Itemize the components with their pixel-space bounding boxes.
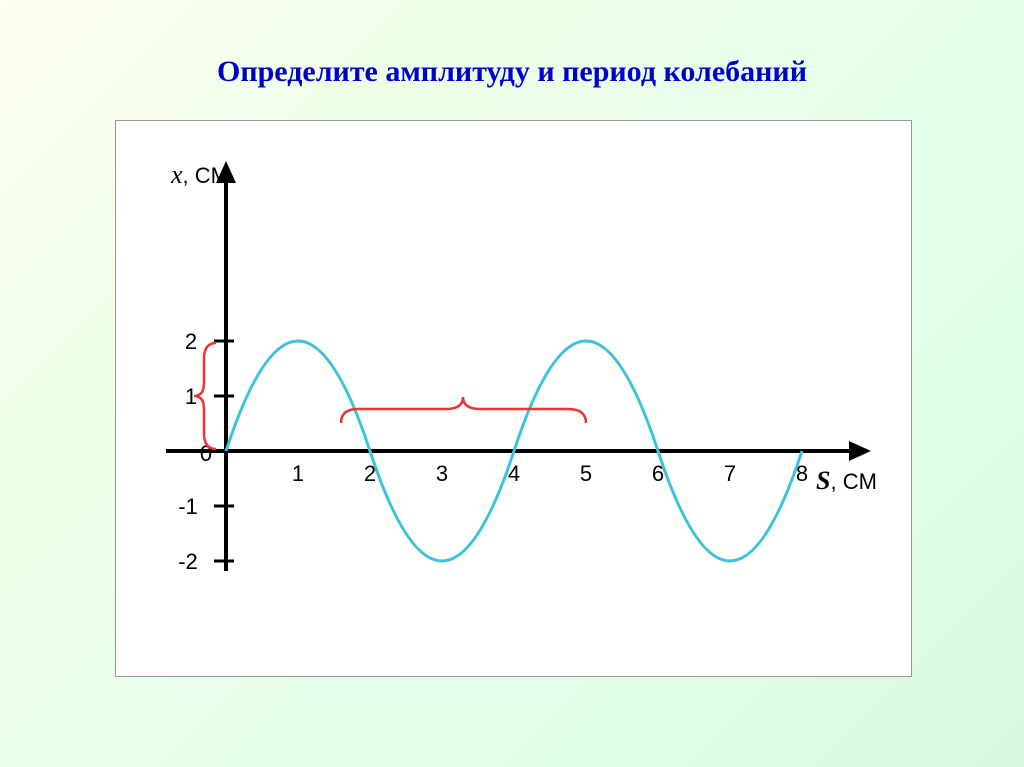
y-tick-neg2: -2 [178, 549, 198, 574]
period-brace [341, 397, 586, 423]
x-axis-label: S, CM [816, 466, 877, 495]
x-tick-7: 7 [724, 461, 736, 486]
x-tick-1: 1 [292, 461, 304, 486]
x-axis-arrowhead [849, 441, 871, 461]
amplitude-brace [194, 343, 216, 449]
y-tick-neg1: -1 [178, 494, 198, 519]
x-tick-3: 3 [436, 461, 448, 486]
y-axis-label: x, CM [170, 160, 229, 189]
page-title: Определите амплитуду и период колебаний [0, 55, 1024, 89]
page-background: Определите амплитуду и период колебаний … [0, 0, 1024, 767]
chart-container: 2 1 0 -1 -2 1 2 3 4 5 6 7 8 [115, 120, 912, 677]
y-tick-2: 2 [185, 329, 197, 354]
x-ticks: 1 2 3 4 5 6 7 8 [292, 461, 808, 486]
x-tick-5: 5 [580, 461, 592, 486]
oscillation-chart: 2 1 0 -1 -2 1 2 3 4 5 6 7 8 [116, 121, 911, 676]
